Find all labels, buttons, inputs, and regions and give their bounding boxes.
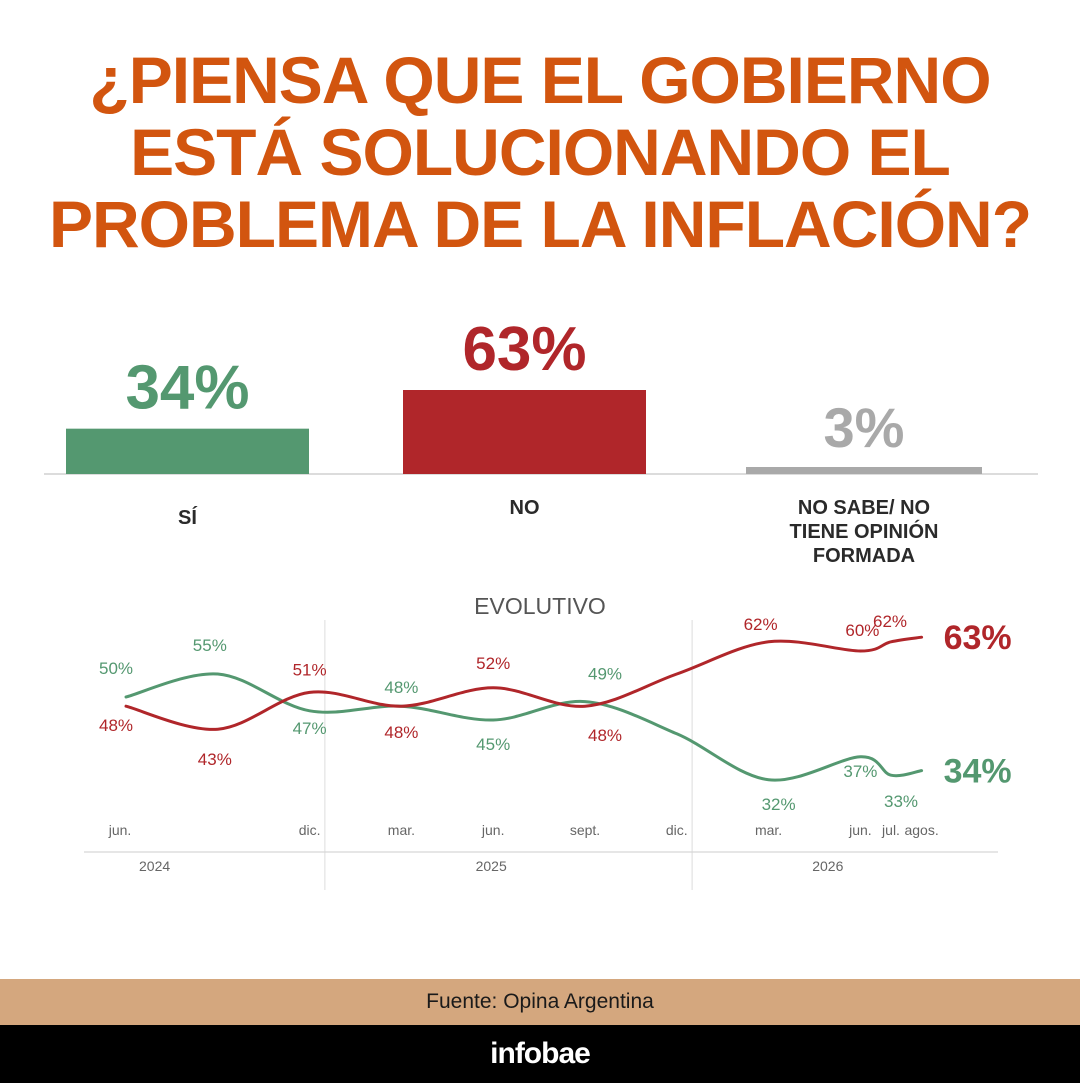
bar-value-label: 34% xyxy=(125,354,249,423)
point-label: 48% xyxy=(384,723,418,742)
brand-band: infobae xyxy=(0,1025,1080,1083)
series-end-label: 63% xyxy=(944,619,1012,657)
x-tick-label: dic. xyxy=(299,822,321,838)
point-label: 48% xyxy=(384,678,418,697)
x-tick-label: jul. xyxy=(881,822,900,838)
point-label: 62% xyxy=(873,612,907,631)
chart-title: EVOLUTIVO xyxy=(474,593,606,619)
x-tick-label: sept. xyxy=(570,822,600,838)
bar-category-label: NO SABE/ NO xyxy=(798,497,930,519)
point-label: 50% xyxy=(99,659,133,678)
point-label: 48% xyxy=(99,716,133,735)
bar-category-label: SÍ xyxy=(178,506,197,529)
x-tick-label: mar. xyxy=(388,822,415,838)
point-label: 33% xyxy=(884,792,918,811)
bar-category-label: TIENE OPINIÓN xyxy=(790,519,939,543)
bar-1 xyxy=(403,390,646,474)
point-label: 51% xyxy=(293,660,327,679)
point-label: 60% xyxy=(845,621,879,640)
page-title: ¿PIENSA QUE EL GOBIERNO ESTÁ SOLUCIONAND… xyxy=(48,43,1032,261)
year-label: 2026 xyxy=(812,858,843,874)
brand-logo: infobae xyxy=(490,1037,591,1070)
bar-2 xyxy=(746,467,982,474)
point-label: 37% xyxy=(843,762,877,781)
series-line-si xyxy=(124,672,924,782)
point-label: 49% xyxy=(588,665,622,684)
point-label: 55% xyxy=(193,636,227,655)
year-label: 2025 xyxy=(476,858,507,874)
series-end-label: 34% xyxy=(944,753,1012,791)
bar-category-label: FORMADA xyxy=(813,545,915,567)
source-text: Fuente: Opina Argentina xyxy=(426,990,654,1013)
point-label: 32% xyxy=(762,795,796,814)
x-tick-label: jun. xyxy=(481,822,505,838)
x-tick-label: dic. xyxy=(666,822,688,838)
bar-value-label: 63% xyxy=(462,315,586,384)
x-tick-label: mar. xyxy=(755,822,782,838)
bar-0 xyxy=(66,428,309,474)
bar-value-label: 3% xyxy=(824,396,905,459)
point-label: 45% xyxy=(476,735,510,754)
x-tick-label: jun. xyxy=(108,822,132,838)
year-label: 2024 xyxy=(139,858,170,874)
series-line-no xyxy=(124,635,924,731)
bar-category-label: NO xyxy=(510,497,540,519)
point-label: 43% xyxy=(198,750,232,769)
point-label: 62% xyxy=(744,615,778,634)
point-label: 47% xyxy=(293,719,327,738)
source-band: Fuente: Opina Argentina xyxy=(0,979,1080,1025)
x-tick-label: agos. xyxy=(904,822,938,838)
point-label: 52% xyxy=(476,654,510,673)
point-label: 48% xyxy=(588,726,622,745)
evolution-line-chart: EVOLUTIVO jun. dic. mar. jun. sept. dic. mar. ju… xyxy=(84,593,1012,890)
x-tick-label: jun. xyxy=(848,822,872,838)
